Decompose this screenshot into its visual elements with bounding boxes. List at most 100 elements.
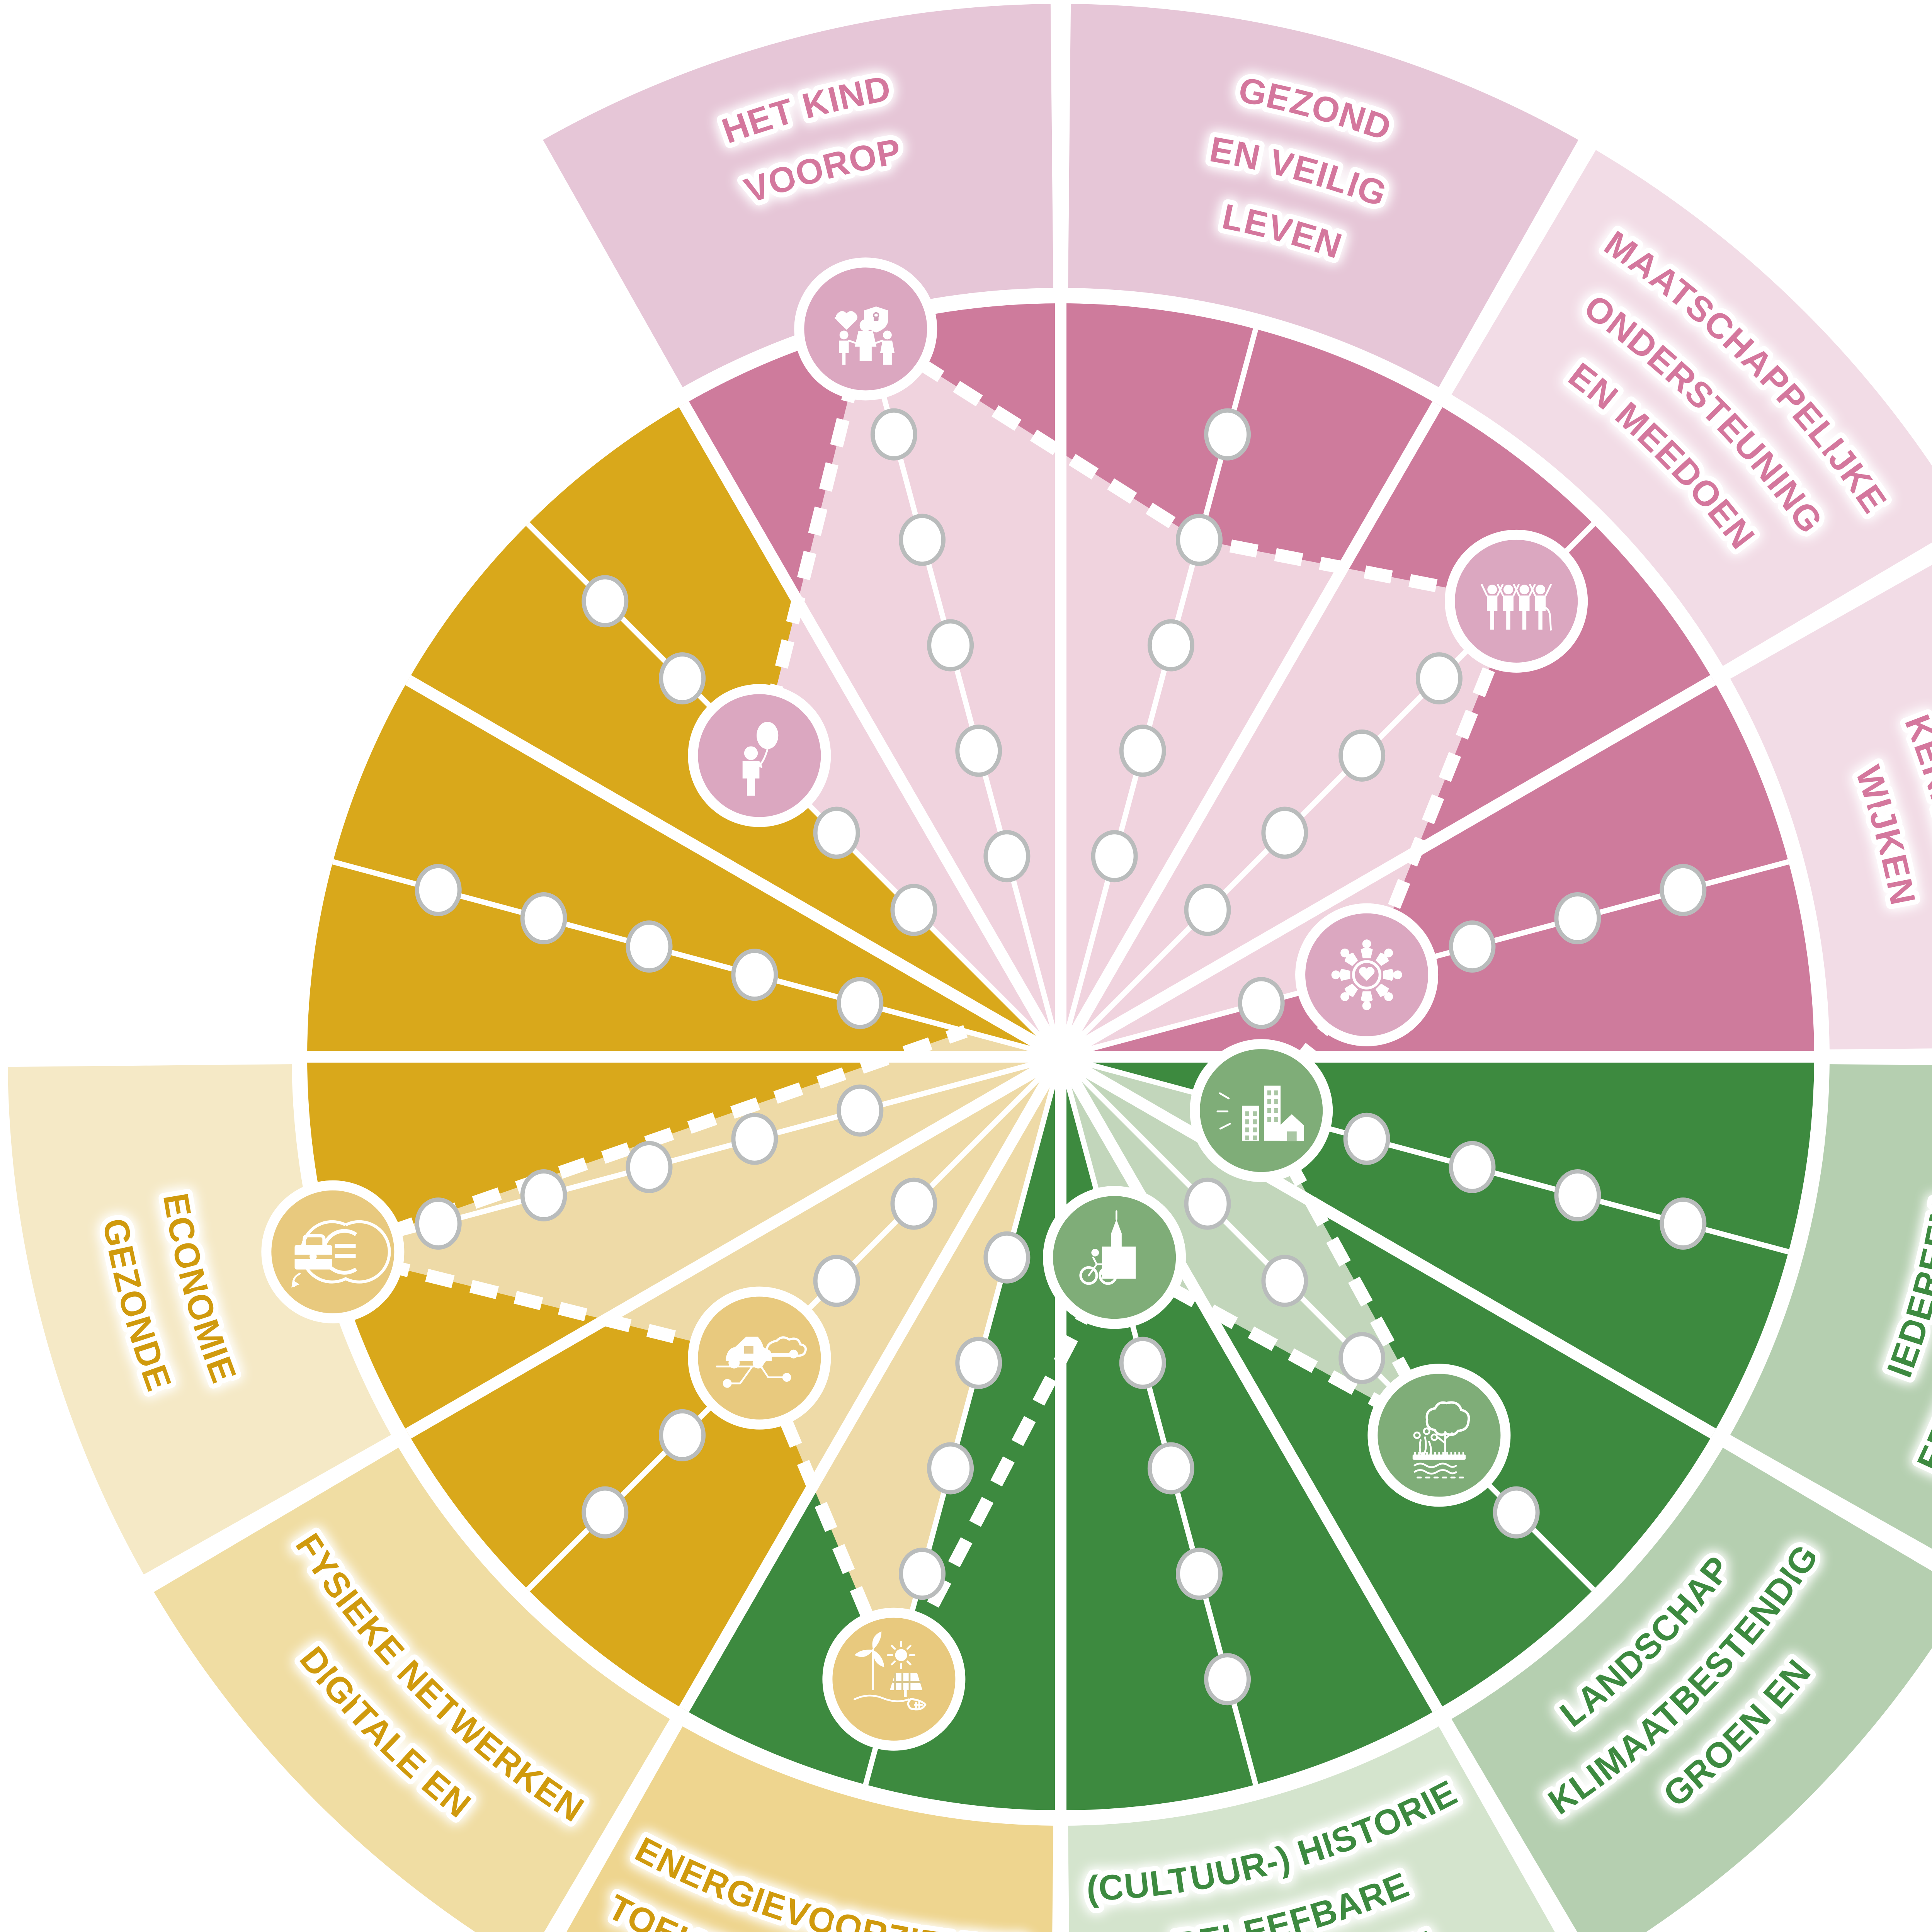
axis-node[interactable] <box>1449 1141 1496 1193</box>
wedge-divider-11 <box>1058 675 1716 1062</box>
axis-node[interactable] <box>520 892 567 945</box>
axis-node[interactable] <box>890 1177 937 1230</box>
axis-node[interactable] <box>1415 652 1463 705</box>
axis-node[interactable] <box>1338 1332 1386 1384</box>
ring-sector-gezond-en-veilig-leven[interactable] <box>1068 4 1578 388</box>
icon-badge-tree-plants-water-icon[interactable] <box>1367 1364 1511 1507</box>
axis-node[interactable] <box>1175 1548 1223 1600</box>
axis-node[interactable] <box>626 920 673 973</box>
axis-spokes <box>307 303 1814 1810</box>
axis-node[interactable] <box>1184 1177 1231 1230</box>
church-cyclist-icon <box>1079 1210 1136 1285</box>
ring-sector-recreatie-en-beleefbare-cultuur-historie[interactable] <box>1068 1726 1578 1932</box>
ring-sector-fill <box>1451 150 1932 666</box>
axis-node[interactable] <box>837 1084 884 1137</box>
ring-sector-leefbare-kernen-en-wijken[interactable] <box>1730 539 1932 1049</box>
wedge-divider-4 <box>679 1054 1066 1713</box>
wedge-divider-8 <box>679 401 1066 1060</box>
axis-node[interactable] <box>955 1337 1002 1389</box>
icon-badge-windturbine-solar-icon[interactable] <box>822 1607 966 1751</box>
ring-sector-fill <box>1068 4 1578 388</box>
axis-node[interactable] <box>927 1442 974 1495</box>
axis-node[interactable] <box>520 1169 567 1221</box>
ring-sector-een-woning-voor-iedereen[interactable] <box>1730 1064 1932 1575</box>
axis-node[interactable] <box>659 1409 706 1461</box>
icon-badge-child-balloon-icon[interactable] <box>688 684 831 827</box>
axis-node[interactable] <box>955 724 1002 777</box>
ring-sector-fill <box>566 1726 1053 1932</box>
ring-sector-toekomstbestendige-energievoorziening[interactable] <box>543 1726 1053 1932</box>
icon-badge-car-network-cloud-icon[interactable] <box>688 1286 831 1430</box>
axis-node[interactable] <box>1261 1255 1308 1307</box>
outer-ring-sectors <box>8 4 1932 1932</box>
axis-node[interactable] <box>1204 1653 1251 1706</box>
axis-node[interactable] <box>1449 920 1496 973</box>
ring-sector-digitale-en-fysieke-netwerken[interactable] <box>154 1447 670 1932</box>
axis-node[interactable] <box>626 1141 673 1193</box>
axis-node[interactable] <box>890 884 937 936</box>
axis-node[interactable] <box>1554 892 1601 945</box>
axis-node[interactable] <box>899 1548 946 1600</box>
axis-node[interactable] <box>1091 830 1138 883</box>
icon-badge-family-heart-shield-icon[interactable] <box>794 257 937 401</box>
axis-node[interactable] <box>1493 1486 1540 1539</box>
icon-badge-euro-briefcase-icon[interactable] <box>261 1180 405 1323</box>
radar-center-hub <box>1048 1044 1074 1070</box>
axis-node[interactable] <box>659 652 706 705</box>
people-raised-hands-icon <box>1481 583 1552 631</box>
axis-node[interactable] <box>899 514 946 566</box>
ring-sector-groen-en-klimaatbestendig-landschap[interactable] <box>1451 1447 1932 1932</box>
ring-sector-maatschappelijke-ondersteuning-en-meedoen[interactable] <box>1451 150 1932 666</box>
community-heart-wheel-icon <box>1331 939 1402 1010</box>
axis-node[interactable] <box>1175 514 1223 566</box>
euro-briefcase-icon <box>291 1220 391 1288</box>
axis-node[interactable] <box>1147 1442 1194 1495</box>
axis-node[interactable] <box>1554 1169 1601 1221</box>
axis-node[interactable] <box>1204 408 1251 461</box>
axis-node[interactable] <box>1184 884 1231 936</box>
ring-sector-fill <box>1730 1064 1932 1549</box>
score-region-pink <box>759 329 1517 1057</box>
axis-node[interactable] <box>1119 1337 1166 1389</box>
axis-node[interactable] <box>1147 619 1194 672</box>
axis-node[interactable] <box>731 949 778 1001</box>
icon-badge-people-raised-hands-icon[interactable] <box>1445 529 1588 673</box>
child-balloon-icon <box>742 722 779 796</box>
axis-node[interactable] <box>582 575 629 628</box>
axis-node[interactable] <box>813 1255 860 1307</box>
ring-sector-fill <box>1730 565 1932 1049</box>
car-network-cloud-icon <box>716 1336 807 1388</box>
tree-plants-water-icon <box>1412 1401 1470 1479</box>
wedge-divider-7 <box>405 675 1064 1062</box>
axis-node[interactable] <box>983 830 1031 883</box>
axis-node[interactable] <box>415 864 462 916</box>
axis-node[interactable] <box>870 408 917 461</box>
wedge-divider-5 <box>405 1052 1064 1439</box>
score-region-gold <box>333 1031 1061 1679</box>
inner-wedge-gezonde-economie[interactable] <box>307 680 1061 1057</box>
axis-node[interactable] <box>813 806 860 859</box>
axis-node[interactable] <box>731 1112 778 1165</box>
axis-node[interactable] <box>582 1486 629 1539</box>
axis-node[interactable] <box>983 1231 1031 1284</box>
euro-briefcase-icon-background <box>261 1180 405 1323</box>
wedge-divider-1 <box>1058 1052 1716 1439</box>
child-balloon-icon-background <box>688 684 831 827</box>
axis-node[interactable] <box>1338 729 1386 782</box>
theme-icon-badges <box>261 257 1588 1751</box>
axis-node[interactable] <box>837 977 884 1029</box>
icon-badge-church-cyclist-icon[interactable] <box>1043 1186 1186 1329</box>
icon-badge-community-heart-wheel-icon[interactable] <box>1295 903 1439 1046</box>
axis-node[interactable] <box>1660 1197 1707 1250</box>
axis-node[interactable] <box>927 619 974 672</box>
axis-node[interactable] <box>1238 977 1285 1029</box>
buildings-house-icon-background <box>1190 1039 1333 1182</box>
axis-node[interactable] <box>1343 1112 1390 1165</box>
axis-node[interactable] <box>1261 806 1308 859</box>
icon-badge-buildings-house-icon[interactable] <box>1190 1039 1333 1182</box>
people-raised-hands-icon-background <box>1445 529 1588 673</box>
axis-node[interactable] <box>1119 724 1166 777</box>
axis-node[interactable] <box>1660 864 1707 916</box>
axis-node[interactable] <box>415 1197 462 1250</box>
